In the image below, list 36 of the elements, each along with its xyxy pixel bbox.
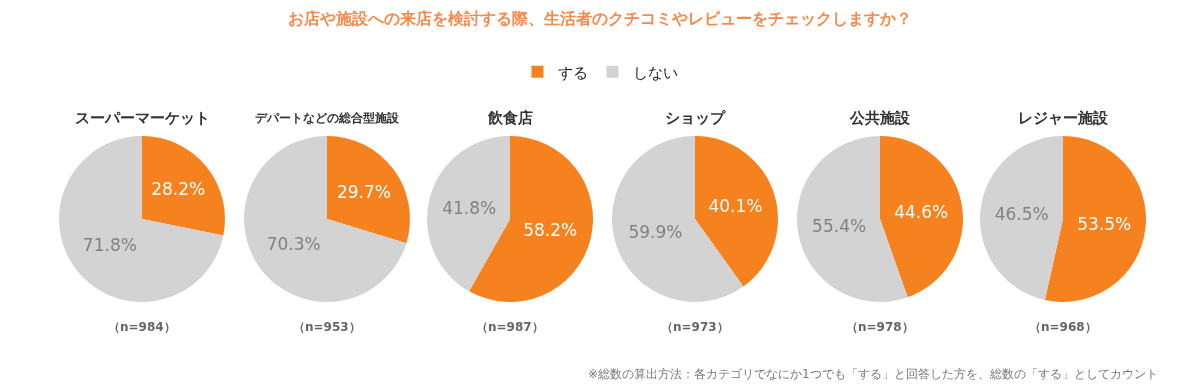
pie-slice: [427, 136, 510, 292]
data-label: 55.4%: [812, 216, 867, 237]
chart-title: お店や施設への来店を検討する際、生活者のクチコミやレビューをチェックしますか？: [288, 8, 912, 28]
data-label: 29.7%: [336, 181, 391, 202]
pie-slice: [244, 136, 407, 302]
pie-slice: [695, 136, 778, 287]
data-label: 70.3%: [266, 233, 321, 254]
data-label: 71.8%: [82, 235, 137, 256]
data-label: 46.5%: [994, 204, 1049, 225]
pie-slice: [59, 136, 224, 302]
chart-subtitle: デパートなどの総合型施設: [255, 111, 400, 125]
data-label: 44.6%: [894, 201, 949, 222]
data-label: 41.8%: [442, 198, 497, 219]
text: （n=968）: [1029, 320, 1097, 334]
pie-slice: [142, 136, 225, 236]
chart-subtitle: 公共施設: [849, 109, 911, 127]
text: （n=978）: [846, 320, 914, 334]
text: （n=987）: [476, 320, 544, 334]
pie-slice: [980, 136, 1063, 300]
data-label: 58.2%: [523, 219, 578, 240]
legend-label: する: [557, 63, 588, 82]
chart-subtitle: 飲食店: [487, 109, 533, 127]
chart-subtitle: ショップ: [665, 109, 726, 127]
chart-subtitle: レジャー施設: [1018, 109, 1109, 127]
text: （n=973）: [661, 320, 729, 334]
text: （n=984）: [108, 320, 176, 334]
pie-slice: [327, 136, 410, 244]
data-label: 59.9%: [628, 221, 683, 242]
legend-label: しない: [632, 63, 678, 82]
pie-slice: [880, 136, 963, 298]
data-label: 40.1%: [708, 195, 763, 216]
data-label: 28.2%: [151, 179, 206, 200]
text: （n=953）: [293, 320, 361, 334]
data-label: 53.5%: [1077, 213, 1132, 234]
text: ※総数の算出方法：各カテゴリでなにか1つでも「する」と回答した方を、総数の「する」としてカウント: [588, 367, 1158, 381]
text: スーパーマーケット: [75, 109, 210, 127]
